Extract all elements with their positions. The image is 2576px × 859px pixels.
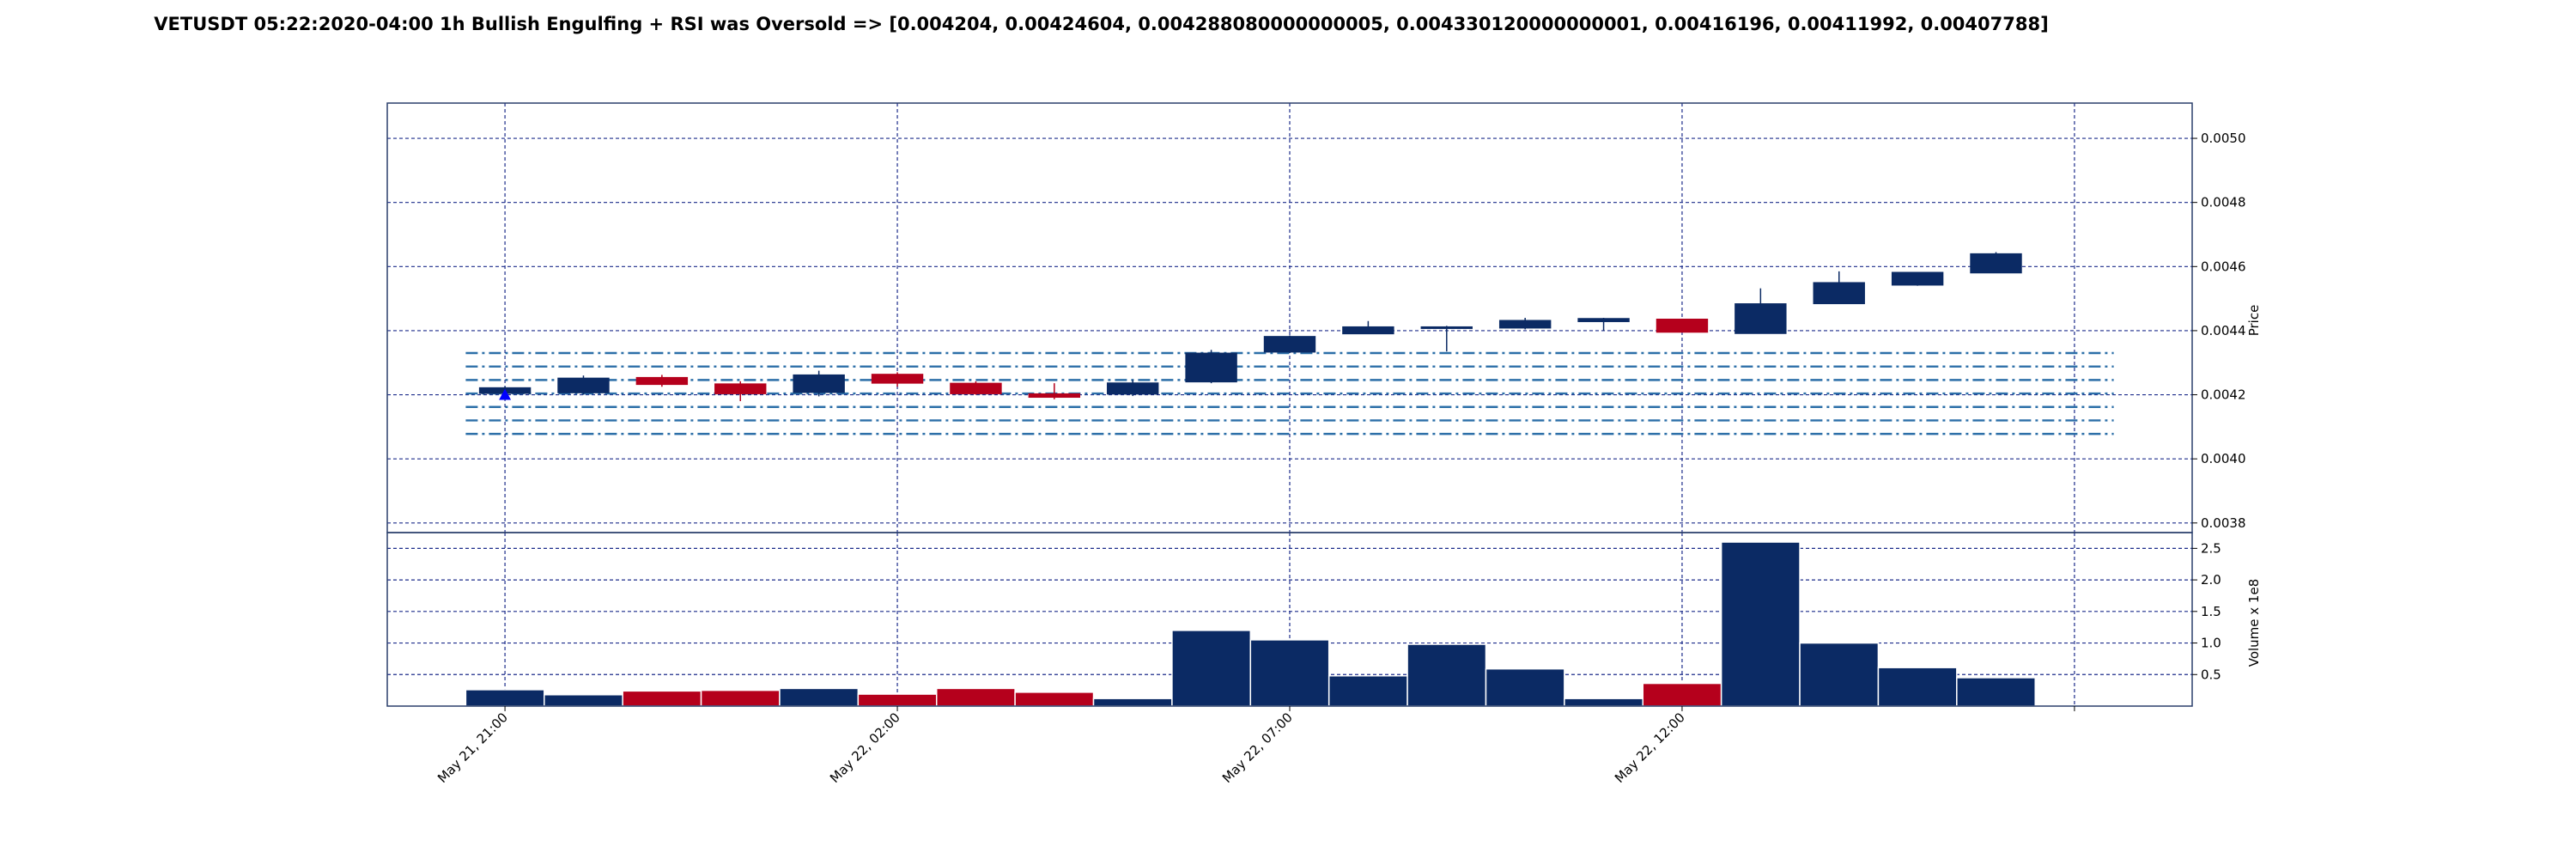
- candle-body: [1656, 318, 1709, 333]
- candle-body: [871, 374, 924, 384]
- volume-bar: [1799, 642, 1880, 707]
- volume-tick-label: 2.5: [2201, 540, 2221, 556]
- candle-body: [1498, 320, 1552, 329]
- candle-body: [714, 383, 767, 394]
- price-tick-label: 0.0048: [2201, 195, 2246, 210]
- candle-body: [793, 374, 845, 393]
- x-tick-label: May 21, 21:00: [434, 710, 511, 786]
- volume-bar: [1171, 630, 1252, 707]
- x-axis-ticks: May 21, 21:00 May 22, 02:00 May 22, 07:00 M…: [434, 706, 2075, 786]
- candle-body: [1185, 352, 1237, 383]
- candle-body: [1970, 253, 2022, 274]
- volume-tick-label: 2.0: [2201, 572, 2221, 588]
- signal-marker: [499, 388, 512, 400]
- chart-title: VETUSDT 05:22:2020-04:00 1h Bullish Engu…: [154, 14, 2049, 34]
- signal-marker-triangle: [499, 388, 512, 400]
- volume-bar: [1877, 667, 1958, 707]
- volume-axis-ticks: 0.5 1.0 1.5 2.0 2.5: [2192, 540, 2221, 682]
- volume-tick-label: 1.0: [2201, 636, 2221, 651]
- candle-body: [1891, 271, 1944, 286]
- price-tick-label: 0.0044: [2201, 323, 2246, 338]
- price-tick-label: 0.0046: [2201, 259, 2246, 274]
- candles: [478, 252, 2022, 402]
- price-tick-label: 0.0050: [2201, 131, 2246, 146]
- volume-bar: [1092, 698, 1173, 707]
- volume-bar: [1406, 643, 1487, 707]
- volume-bar: [465, 689, 545, 707]
- volume-bar: [1014, 691, 1095, 707]
- candle-body: [635, 376, 689, 386]
- volume-bar: [857, 693, 938, 707]
- price-axis-label: Price: [2246, 305, 2262, 337]
- x-tick-label: May 22, 07:00: [1219, 710, 1296, 786]
- candle-body: [950, 382, 1002, 394]
- price-panel-frame: [386, 102, 2193, 533]
- x-tick-label: May 22, 02:00: [827, 710, 903, 786]
- volume-tick-label: 0.5: [2201, 667, 2221, 682]
- candle-body: [557, 377, 610, 393]
- volume-tick-label: 1.5: [2201, 604, 2221, 619]
- price-tick-label: 0.0038: [2201, 515, 2246, 531]
- volume-bar: [1564, 698, 1644, 707]
- candle-body: [1263, 336, 1316, 353]
- x-tick-label: May 22, 12:00: [1612, 710, 1688, 786]
- volume-bars: [465, 541, 2036, 707]
- volume-bar: [700, 689, 781, 707]
- volume-bar: [1327, 674, 1408, 707]
- candle-body: [1813, 282, 1865, 305]
- volume-bar: [622, 690, 702, 707]
- volume-bar: [779, 687, 860, 707]
- candle-body: [1028, 393, 1081, 399]
- price-tick-label: 0.0042: [2201, 387, 2246, 403]
- candle-body: [1577, 318, 1630, 322]
- volume-bar: [1485, 667, 1565, 707]
- volume-bar: [1249, 639, 1330, 707]
- volume-bar: [1720, 541, 1801, 707]
- volume-bar: [544, 694, 623, 707]
- volume-bar: [1642, 682, 1722, 707]
- price-tick-label: 0.0040: [2201, 451, 2246, 466]
- candle-body: [1107, 382, 1159, 395]
- volume-bar: [1956, 677, 2036, 707]
- candle-body: [1735, 303, 1787, 334]
- price-grid: [387, 103, 2192, 533]
- candle-body: [1420, 326, 1473, 329]
- candle-body: [1342, 326, 1394, 335]
- volume-axis-label: Volume x 1e8: [2246, 579, 2262, 667]
- price-axis-ticks: 0.0038 0.0040 0.0042 0.0044 0.0046 0.0048 0.00…: [2192, 131, 2246, 531]
- level-lines: [465, 351, 2114, 436]
- volume-bar: [935, 687, 1016, 707]
